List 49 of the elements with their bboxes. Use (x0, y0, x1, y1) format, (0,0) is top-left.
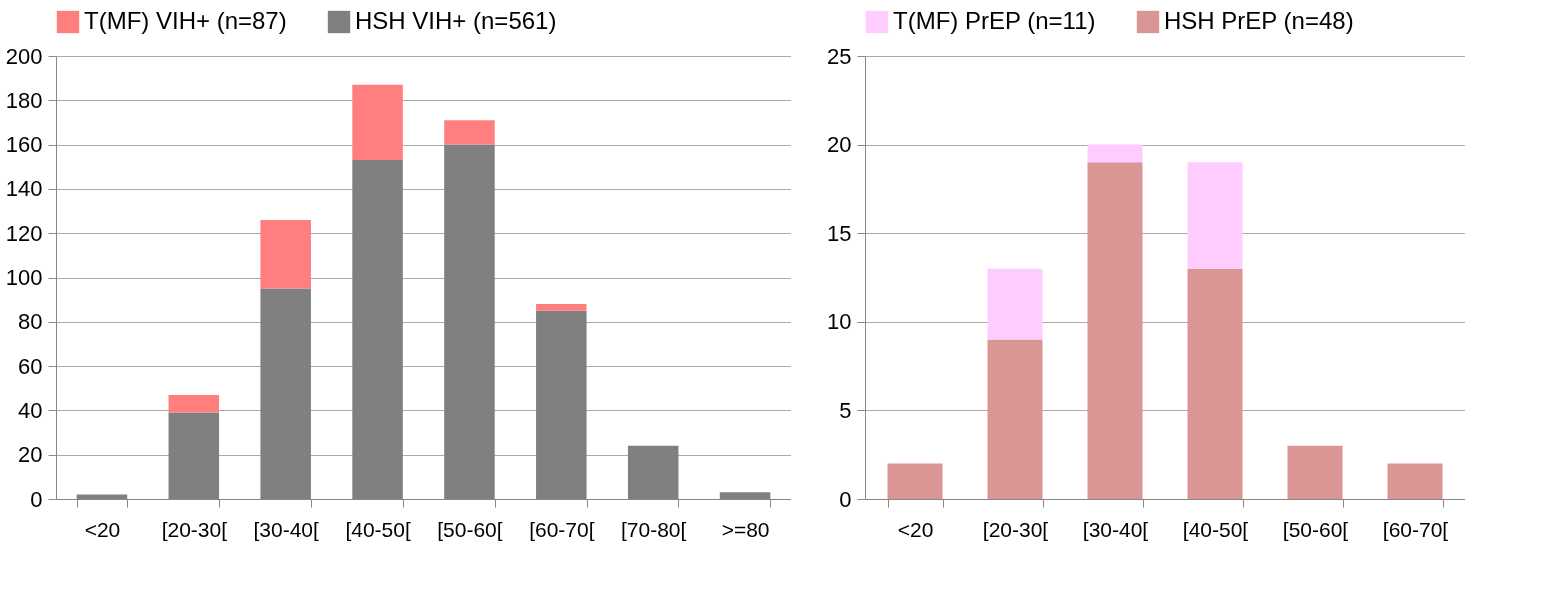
legend-label: HSH PrEP (n=48) (1164, 7, 1354, 34)
x-tick-label: [60-70[ (1382, 517, 1449, 541)
x-tick-label: [60-70[ (529, 517, 595, 541)
x-tick-label: [40-50[ (345, 517, 411, 541)
x-tick-label: [20-30[ (161, 517, 228, 541)
y-tick-label: 5 (839, 397, 852, 423)
y-tick-label: 160 (5, 132, 43, 158)
y-tick-label: 40 (18, 397, 43, 423)
x-tick-label: <20 (897, 517, 934, 541)
y-tick-label: 180 (5, 87, 43, 113)
bar (1187, 162, 1243, 269)
bar (1187, 268, 1243, 499)
y-tick-label: 15 (827, 220, 852, 246)
x-tick-label: [50-60[ (437, 517, 503, 541)
x-tick-label: [50-60[ (1282, 517, 1349, 541)
legend-label: T(MF) PrEP (n=11) (893, 7, 1096, 34)
y-tick-label: 80 (18, 309, 43, 335)
x-tick-label: [70-80[ (620, 517, 687, 541)
bar (1087, 144, 1143, 163)
bar (987, 268, 1043, 340)
y-tick-label: 120 (5, 220, 43, 246)
bar (260, 219, 311, 289)
bar (352, 84, 403, 161)
bar (168, 394, 220, 413)
y-tick-label: 100 (5, 265, 43, 290)
legend-label: T(MF) VIH+ (n=87) (84, 7, 287, 34)
y-tick-label: 0 (30, 486, 43, 512)
bar (887, 463, 943, 499)
x-tick-label: [40-50[ (1182, 517, 1249, 541)
y-tick-label: 0 (839, 486, 852, 512)
x-tick-label: [20-30[ (982, 517, 1049, 541)
bar (1387, 463, 1443, 499)
y-tick-label: 200 (5, 43, 43, 69)
x-tick-label: [30-40[ (1082, 517, 1149, 541)
y-tick-label: 20 (18, 442, 43, 468)
bar (536, 304, 587, 311)
bar (444, 120, 495, 145)
y-tick-label: 60 (18, 353, 43, 379)
bar (1287, 445, 1343, 499)
y-tick-label: 20 (827, 132, 852, 158)
bar (1087, 162, 1143, 499)
legend-label: HSH VIH+ (n=561) (355, 7, 557, 34)
x-tick-label: <20 (84, 517, 121, 541)
x-tick-label: [30-40[ (253, 517, 320, 541)
y-tick-label: 10 (827, 309, 852, 335)
y-tick-label: 140 (5, 176, 43, 202)
y-tick-label: 25 (827, 43, 852, 69)
bar (987, 339, 1043, 499)
x-tick-label: >=80 (721, 517, 770, 541)
